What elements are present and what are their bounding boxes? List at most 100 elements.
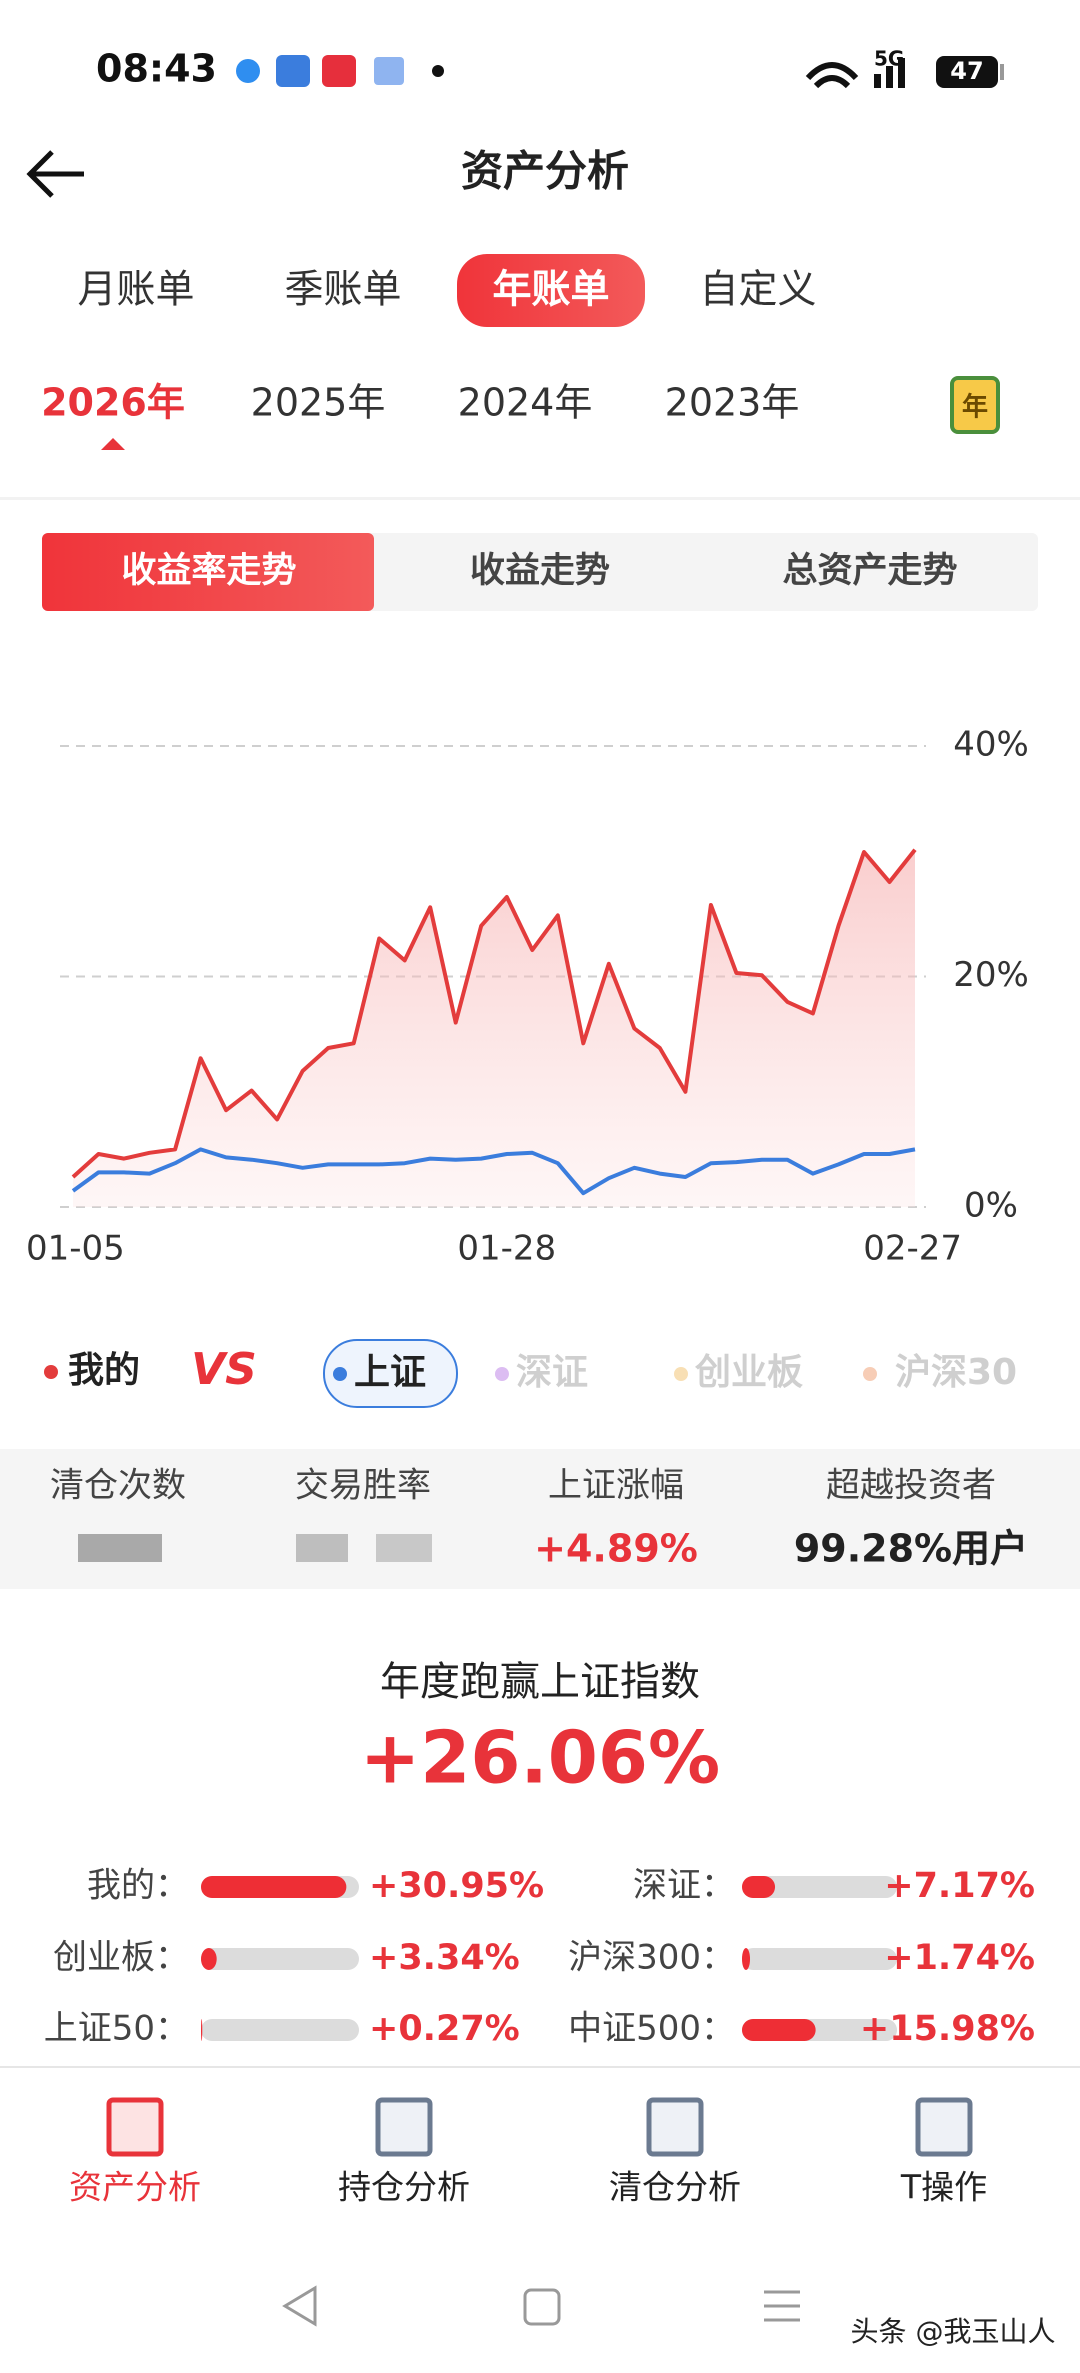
bar-value: +0.27% [369, 2009, 520, 2049]
index-dot [674, 1367, 688, 1381]
bar-fill [742, 1876, 776, 1898]
chart-tab[interactable]: 总资产走势 [782, 551, 957, 591]
stat-label: 上证涨幅 [548, 1466, 684, 1506]
bar-track [742, 1948, 897, 1970]
nav-label[interactable]: 持仓分析 [338, 2168, 470, 2207]
x-tick-label: 02-27 [863, 1229, 962, 1269]
watermark: 头条 @我玉山人 [851, 2315, 1056, 2348]
sys-back[interactable] [282, 2285, 317, 2327]
nav-icon[interactable] [646, 2097, 704, 2157]
bar-fill [201, 1876, 347, 1898]
masked-value [78, 1534, 162, 1562]
stat-label: 超越投资者 [826, 1466, 996, 1506]
index-dot [333, 1367, 347, 1381]
y-tick-label: 0% [964, 1186, 1018, 1226]
signal [874, 74, 881, 88]
stat-label: 清仓次数 [50, 1466, 186, 1506]
stat-label: 交易胜率 [295, 1466, 431, 1506]
sys-menu[interactable] [764, 2290, 800, 2322]
nav-divider [0, 2066, 1080, 2068]
sys-home[interactable] [523, 2288, 561, 2326]
stats-panel [0, 1449, 1080, 1589]
year-tab[interactable]: 2025年 [251, 381, 386, 425]
nav-icon[interactable] [375, 2097, 433, 2157]
x-tick-label: 01-28 [457, 1229, 556, 1269]
bar-label: 我的： [87, 1866, 189, 1906]
bar-label: 上证50： [44, 2009, 189, 2049]
index-option[interactable]: 创业板 [695, 1352, 803, 1393]
masked-value [376, 1534, 432, 1562]
app-icon [374, 57, 404, 85]
battery [936, 56, 998, 88]
period-tab[interactable]: 月账单 [77, 268, 194, 313]
vs-badge: VS [191, 1344, 257, 1395]
index-option[interactable]: 深证 [516, 1352, 588, 1393]
index-option[interactable]: 上证 [354, 1352, 426, 1393]
bar-label: 创业板： [53, 1938, 189, 1978]
chart-tab[interactable]: 收益率走势 [121, 551, 296, 591]
back-button[interactable] [26, 150, 84, 198]
bar-value: +3.34% [369, 1938, 520, 1978]
wifi-icon [805, 62, 859, 89]
chart-tab[interactable]: 收益走势 [470, 551, 610, 591]
stat-value: 99.28%用户 [794, 1527, 1028, 1571]
series-line [71, 848, 917, 1179]
summary-title: 年度跑赢上证指数 [380, 1659, 700, 1705]
year-tab[interactable]: 2023年 [665, 381, 800, 425]
year-tab[interactable]: 2024年 [458, 381, 593, 425]
y-tick-label: 20% [953, 955, 1029, 995]
bar-label: 中证500： [568, 2009, 735, 2049]
bar-fill [742, 1948, 751, 1970]
nav-label[interactable]: T操作 [900, 2168, 987, 2207]
nav-label[interactable]: 清仓分析 [609, 2168, 741, 2207]
nav-icon[interactable] [106, 2097, 164, 2157]
period-tab[interactable]: 年账单 [492, 268, 609, 313]
bar-track [201, 2019, 359, 2041]
period-tab[interactable]: 自定义 [699, 268, 816, 313]
period-tab-active [457, 254, 645, 327]
index-dot [863, 1367, 877, 1381]
year-tab[interactable]: 2026年 [41, 381, 185, 425]
bar-value: +7.17% [884, 1866, 1035, 1906]
bar-value: +1.74% [884, 1938, 1035, 1978]
year-indicator [101, 438, 125, 450]
summary-value: +26.06% [360, 1716, 720, 1800]
battery-level: 47 [950, 57, 983, 85]
y-tick-label: 40% [953, 725, 1029, 765]
signal [886, 66, 893, 88]
bar-label: 沪深300： [568, 1938, 735, 1978]
bar-value: +15.98% [860, 2009, 1035, 2049]
signal [898, 58, 905, 88]
legend-mine: 我的 [68, 1350, 140, 1391]
app-icon [236, 59, 260, 83]
chart-tab-active [42, 533, 374, 611]
masked-value [296, 1534, 348, 1562]
index-option[interactable]: 沪深30 [895, 1352, 1017, 1393]
legend-dot [44, 1365, 58, 1379]
divider [0, 497, 1080, 500]
index-dot [495, 1367, 509, 1381]
bar-fill [201, 2019, 203, 2041]
stat-value: +4.89% [534, 1527, 698, 1571]
period-tab[interactable]: 季账单 [284, 268, 401, 313]
status-dot [432, 65, 444, 77]
area-fill [73, 849, 915, 1207]
nav-label[interactable]: 资产分析 [69, 2168, 201, 2207]
page-title: 资产分析 [461, 147, 629, 196]
app-icon [276, 55, 310, 87]
app-icon [322, 55, 356, 87]
bar-fill [742, 2019, 816, 2041]
series-line [71, 1147, 916, 1196]
x-tick-label: 01-05 [26, 1229, 125, 1269]
bar-label: 深证： [633, 1866, 735, 1906]
index-pill [323, 1339, 458, 1408]
status-time: 08:43 [96, 47, 217, 91]
calendar-label: 年 [962, 392, 988, 423]
bar-fill [201, 1948, 217, 1970]
nav-icon[interactable] [915, 2097, 973, 2157]
bar-track [201, 1948, 359, 1970]
calendar-icon[interactable] [950, 376, 1000, 434]
battery-cap [1000, 64, 1004, 80]
bar-track [742, 1876, 897, 1898]
